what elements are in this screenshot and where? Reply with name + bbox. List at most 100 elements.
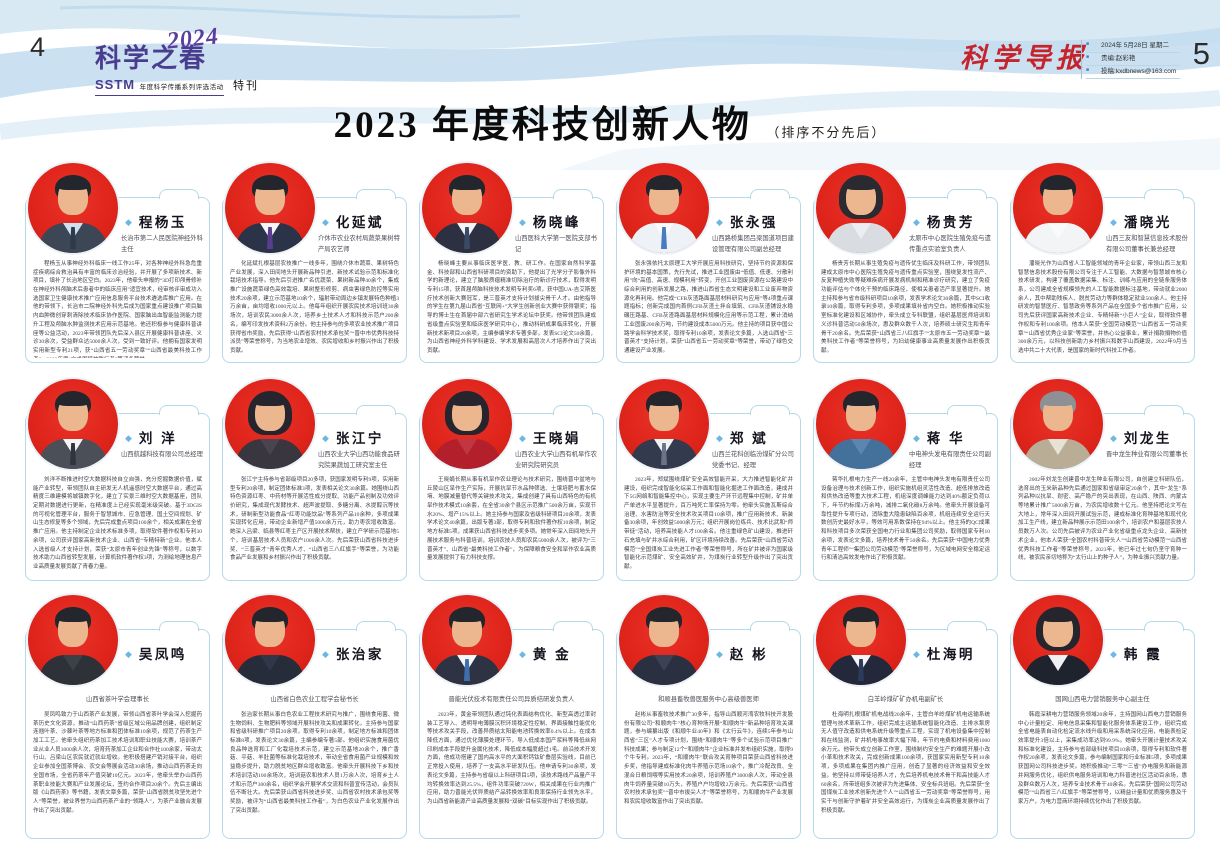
bullet-square-icon: ■	[1086, 67, 1090, 74]
logo-series-text: 年度科学传播系列评选活动	[139, 84, 224, 91]
bio-box-border	[1010, 629, 1195, 839]
logo-year-script: 2024	[165, 23, 221, 55]
profile-card: ◆ 张治家 山西省白色农业工程学会秘书长 张治家长期从事白色农业工程技术研究与推广…	[221, 595, 408, 841]
portrait-fringe	[254, 178, 286, 190]
portrait-photo	[422, 379, 512, 469]
bracket-decoration	[159, 405, 199, 415]
portrait-shirt	[260, 439, 280, 455]
portrait-fringe	[57, 178, 89, 190]
profile-card: ◆ 刘龙生 晋中龙生种业有限公司董事长 2002年刘龙生创建晋中龙生种业有限公司，…	[1009, 379, 1196, 583]
issue-editor: ■ 责编:赵彩艳	[1086, 53, 1180, 67]
person-name: 杨晓峰	[532, 215, 581, 230]
portrait-torso	[433, 655, 501, 685]
person-name: 郑 斌	[729, 431, 769, 446]
person-name: 赵 彬	[729, 647, 769, 662]
person-title: 山西农业大学山西有机旱作农业研究院研究员	[515, 451, 597, 470]
portrait-fringe	[648, 610, 680, 622]
issue-email: ■ 投稿:kxdbnews@163.com	[1086, 66, 1180, 80]
portrait-fringe	[648, 394, 680, 406]
portrait-tie	[661, 443, 667, 465]
diamond-icon: ◆	[1110, 217, 1117, 227]
portrait-torso	[39, 223, 107, 253]
bio-box-border	[419, 197, 604, 363]
portrait-fringe	[254, 394, 286, 406]
portrait-photo	[1013, 595, 1103, 685]
diamond-icon: ◆	[913, 217, 920, 227]
bracket-decoration	[947, 189, 987, 199]
name-row: ◆ 吴凤鸣	[125, 643, 187, 664]
bio-box-border	[1010, 413, 1195, 581]
portrait-tie	[70, 227, 76, 249]
person-title: 山西航越科技有限公司总经理	[121, 451, 203, 458]
portrait-photo	[225, 379, 315, 469]
bracket-decoration	[750, 189, 790, 199]
logo-wordmark: 科学之春	[95, 44, 208, 73]
profile-card: ◆ 赵 彬 和顺县畜牧兽医服务中心高级兽医师 赵彬从事畜牧技术推广30多年，指导山…	[615, 595, 802, 841]
bio-box-border	[1010, 197, 1195, 363]
diamond-icon: ◆	[322, 649, 329, 659]
portrait-tie	[661, 227, 667, 249]
bracket-decoration	[159, 189, 199, 199]
person-title: 山西路桥集团吕梁国道项目建设管理有限公司副总经理	[712, 235, 794, 254]
name-row: ◆ 程杨玉	[125, 211, 187, 232]
name-row: ◆ 张永强	[716, 211, 778, 232]
bracket-decoration	[1144, 189, 1184, 199]
portrait-tie	[70, 443, 76, 465]
bracket-decoration	[356, 405, 396, 415]
issue-info-block: ■ 2024年 5月28日 星期二 ■ 责编:赵彩艳 ■ 投稿:kxdbnews@16…	[1081, 40, 1180, 80]
portrait-tie	[858, 659, 864, 681]
portrait-torso	[1024, 439, 1092, 469]
person-title: 山西省白色农业工程学会秘书长	[270, 696, 359, 703]
portrait-torso	[1024, 223, 1092, 253]
person-title: 山西省茶叶学会理事长	[86, 696, 149, 703]
portrait-torso	[236, 439, 304, 469]
person-bio: 2002年刘龙生创建晋中龙生种业有限公司，自创建立科研队伍，选育出的玉米新品种先…	[1018, 477, 1187, 562]
diamond-icon: ◆	[1110, 649, 1117, 659]
profile-card: ◆ 程杨玉 长治市第二人民医院神经外科主任 程杨玉从事神经外科临床一线工作25年，…	[24, 163, 211, 365]
person-bio: 潘晓光作为山西省人工智能领域的青年企业家，带领山西三友和智慧信息技术股份有限公司…	[1018, 261, 1187, 354]
name-row: ◆ 化延斌	[322, 211, 384, 232]
name-row: ◆ 杨贵芳	[913, 211, 975, 232]
diamond-icon: ◆	[125, 433, 132, 443]
portrait-shirt	[1048, 223, 1068, 239]
name-row: ◆ 王晓娟	[519, 427, 581, 448]
diamond-icon: ◆	[519, 433, 526, 443]
profile-card: ◆ 蒋 华 中电神头发电有限责任公司副经理 蒋华扎根电力生产一线20余年，主管中电…	[812, 379, 999, 583]
bracket-decoration	[947, 621, 987, 631]
name-row: ◆ 杜海明	[913, 643, 975, 664]
portrait-photo	[816, 595, 906, 685]
portrait-tie	[267, 227, 273, 249]
portrait-torso	[1024, 655, 1092, 685]
bio-box-border	[616, 629, 801, 839]
person-name: 程杨玉	[138, 215, 187, 230]
diamond-icon: ◆	[322, 433, 329, 443]
profile-card: ◆ 韩 霞 国网山西电力营销服务中心副主任 韩霞深耕电力营销服务领域20余年，主持…	[1009, 595, 1196, 841]
portrait-shirt	[260, 655, 280, 671]
diamond-icon: ◆	[125, 649, 132, 659]
diamond-icon: ◆	[716, 649, 723, 659]
person-name: 杜海明	[926, 647, 975, 662]
bio-box-border	[813, 197, 998, 363]
profiles-row-2: ◆ 刘 洋 山西航越科技有限公司总经理 刘洋不断推进时空大数据科技自立自强，充分挖…	[24, 379, 1196, 583]
person-bio: 杜海明扎根煤矿机电战线20余年，主管白羊岭煤矿机电运输系统管理与技术革新工作，组…	[821, 712, 990, 814]
portrait-torso	[630, 439, 698, 469]
profile-card: ◆ 王晓娟 山西农业大学山西有机旱作农业研究院研究员 王晓娟长期从事有机旱作农业理…	[418, 379, 605, 583]
name-row: ◆ 张江宁	[322, 427, 384, 448]
person-title: 太原市中心医院生殖免疫与遗传重点实验室负责人	[909, 235, 991, 254]
profile-card: ◆ 杜海明 白羊岭煤矿矿办机电副矿长 杜海明扎根煤矿机电战线20余年，主管白羊岭煤…	[812, 595, 999, 841]
person-bio: 赵彬从事畜牧技术推广30多年，指导山西顺河湾农牧科技开发股份有限公司“和顺肉牛”…	[624, 712, 793, 805]
bio-box-border	[616, 413, 801, 581]
person-bio: 王晓娟长期从事有机旱作农业理论与技术研究，围绕晋中盆地与丘陵山区旱作生产实际，开…	[427, 477, 596, 562]
person-title: 白羊岭煤矿矿办机电副矿长	[867, 696, 944, 703]
person-name: 刘龙生	[1123, 431, 1172, 446]
bullet-square-icon: ■	[1086, 54, 1090, 61]
portrait-torso	[630, 655, 698, 685]
bio-box-border	[25, 413, 210, 581]
person-title: 晋能光伏技术有限责任公司异质结研发负责人	[448, 696, 575, 703]
page-number-right: 5	[1192, 36, 1210, 71]
portrait-photo	[816, 379, 906, 469]
profile-card: ◆ 张永强 山西路桥集团吕梁国道项目建设管理有限公司副总经理 张永强依托太原理工大…	[615, 163, 802, 365]
diamond-icon: ◆	[716, 217, 723, 227]
portrait-fringe	[451, 178, 483, 190]
